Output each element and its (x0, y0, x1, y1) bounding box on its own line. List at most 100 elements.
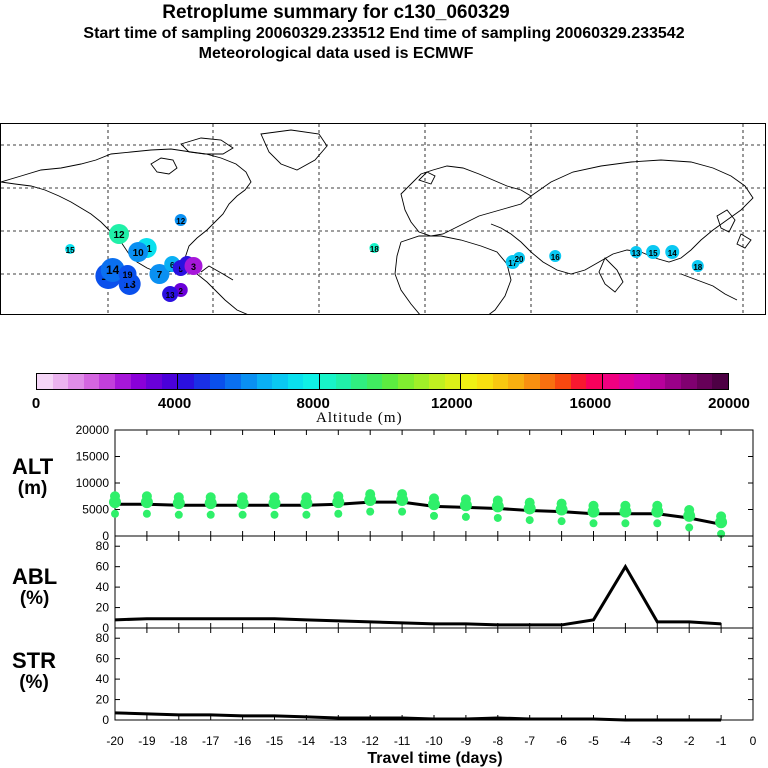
map-marker-circle (369, 243, 380, 253)
x-tick-label: -8 (492, 734, 503, 748)
x-tick-label: -19 (138, 734, 156, 748)
x-tick-label: -5 (588, 734, 599, 748)
map-marker: 14 (665, 245, 680, 259)
x-tick-label: -2 (684, 734, 695, 748)
abl-ytick-label: 40 (96, 580, 110, 594)
alt-point-marker (555, 503, 568, 516)
colorbar-cell (161, 374, 178, 389)
alt-spread-marker (653, 519, 662, 528)
colorbar-cell (413, 374, 430, 389)
str-ytick-label: 40 (96, 672, 110, 686)
map-marker-label: 12 (113, 230, 125, 241)
alt-spread-marker (206, 510, 215, 519)
alt-spread-marker (270, 510, 279, 519)
alt-spread-marker (525, 516, 534, 525)
colorbar-cell (444, 374, 461, 389)
alt-spread-marker (398, 507, 407, 516)
colorbar-label: Altitude (m) (316, 410, 403, 426)
colorbar-tick-label: 4000 (157, 395, 192, 412)
map-marker-label: 2 (179, 287, 184, 296)
x-axis-title: Travel time (days) (367, 750, 503, 767)
colorbar-cell (382, 374, 399, 389)
abl-label: ABL (12, 564, 58, 589)
map-marker-label: 12 (176, 217, 185, 226)
map-marker-label: 19 (123, 270, 133, 280)
map-marker-label: 14 (668, 249, 677, 258)
alt-point-marker (683, 509, 696, 522)
x-tick-label: -16 (234, 734, 252, 748)
map-marker-circle (162, 286, 179, 302)
alt-point-marker (268, 497, 281, 510)
colorbar-tick-label: 16000 (569, 395, 612, 412)
map-marker-circle (184, 257, 203, 275)
map-marker: 20 (513, 252, 526, 264)
colorbar-cell (398, 374, 414, 389)
str-unit: (%) (19, 672, 49, 693)
alt-point-marker (459, 499, 472, 512)
abl-panel: 80 60 40 20 0 (96, 535, 754, 635)
map-marker-label: 16 (551, 253, 560, 262)
map-marker-circle (118, 265, 137, 283)
colorbar-cell (130, 374, 147, 389)
alt-ytick-label: 5000 (82, 503, 109, 517)
colorbar-cell (492, 374, 509, 389)
abl-series-line (114, 563, 722, 627)
chart-title: Retroplume summary for c130_060329 (162, 2, 510, 23)
x-tick-label: -11 (394, 734, 411, 748)
colorbar-cell (37, 374, 53, 389)
map-marker: 18 (369, 243, 380, 254)
x-tick-label: -3 (652, 734, 663, 748)
colorbar-cell (712, 374, 728, 389)
map-marker-circle (128, 242, 149, 262)
str-ytick-label: 0 (102, 713, 109, 727)
map-marker: 10 (128, 242, 149, 262)
colorbar-cell (256, 374, 273, 389)
map-marker: 15 (646, 245, 661, 259)
str-axis-label: STR (%) (12, 650, 56, 694)
map-marker-label: 15 (649, 249, 658, 258)
met-data-note: Meteorological data used is ECMWF (198, 45, 474, 62)
map-marker: 12 (109, 224, 130, 244)
alt-ytick-label: 10000 (76, 476, 110, 490)
colorbar-cell (539, 374, 556, 389)
colorbar-cell (146, 374, 162, 389)
map-marker-circle (513, 252, 526, 264)
alt-ytick-label: 20000 (76, 423, 110, 437)
map-marker: 16 (549, 250, 562, 262)
map-marker-label: 13 (632, 249, 641, 258)
abl-ytick-label: 0 (102, 621, 109, 635)
map-marker-circle (549, 250, 562, 262)
map-marker-label: 6 (170, 261, 175, 270)
colorbar-cell (429, 374, 445, 389)
coastlines (1, 129, 754, 314)
alt-axis-label: ALT (m) (12, 456, 53, 500)
map-marker-label: 14 (106, 263, 120, 277)
colorbar-cell (351, 374, 367, 389)
abl-axis-label: ABL (%) (12, 566, 57, 610)
alt-point-marker (428, 498, 440, 511)
sampling-times: Start time of sampling 20060329.233512 E… (83, 25, 685, 42)
map-marker-circle (665, 245, 680, 259)
alt-spread-marker (238, 510, 247, 519)
map-marker-circle (691, 260, 704, 272)
colorbar-tick-label: 8000 (296, 395, 330, 412)
colorbar-cell (586, 374, 602, 389)
map-marker: 12 (174, 214, 187, 226)
x-tick-label: -7 (524, 734, 535, 748)
colorbar-cell (335, 374, 352, 389)
map-marker-label: 13 (166, 291, 175, 300)
map-marker: 3 (184, 257, 203, 275)
alt-spread-marker (430, 511, 438, 520)
alt-point-marker (491, 500, 504, 513)
alt-spread-marker (142, 509, 151, 518)
alt-point-marker (172, 497, 185, 510)
colorbar-cell (570, 374, 587, 389)
alt-ytick-label: 0 (102, 529, 109, 543)
map-marker-label: 18 (370, 245, 379, 254)
colorbar-tick-label: 20000 (708, 395, 750, 412)
map-marker-label: 18 (693, 263, 702, 272)
alt-point-marker (523, 502, 536, 515)
colorbar-tick-label: 12000 (430, 395, 473, 412)
alt-point-marker (587, 505, 600, 518)
colorbar-cell (366, 374, 383, 389)
